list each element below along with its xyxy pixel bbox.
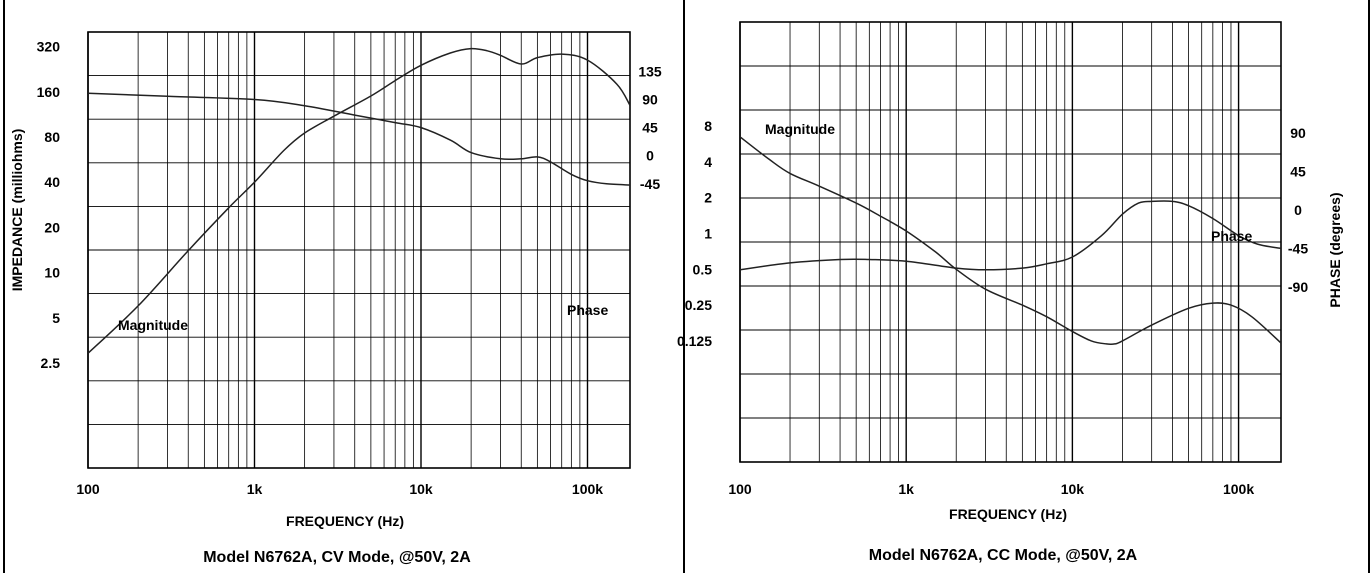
chart-caption: Model N6762A, CC Mode, @50V, 2A — [869, 547, 1138, 564]
y2-tick-label: 135 — [638, 63, 662, 79]
y-tick-label: 160 — [37, 84, 61, 100]
x-axis-label: FREQUENCY (Hz) — [949, 506, 1067, 522]
plot-frame — [739, 21, 1282, 463]
y-tick-label: 40 — [44, 174, 60, 190]
phase-series-line — [88, 92, 630, 186]
x-tick-label: 10k — [1061, 481, 1085, 497]
cv-mode-chart: Model N6762A, CV Mode, @50V, 2A FREQUENC… — [9, 31, 662, 566]
y-tick-label: 0.5 — [693, 261, 713, 277]
y2-tick-label: -90 — [1288, 279, 1308, 295]
chart-caption: Model N6762A, CV Mode, @50V, 2A — [203, 549, 471, 566]
y2-axis-label: PHASE (degrees) — [1327, 192, 1343, 307]
y-tick-label: 10 — [44, 265, 60, 281]
y-tick-label: 2 — [704, 190, 712, 206]
y-tick-label: 0.125 — [677, 333, 712, 349]
cc-mode-chart: Model N6762A, CC Mode, @50V, 2A FREQUENC… — [677, 21, 1343, 564]
x-tick-label: 1k — [247, 481, 263, 497]
y-tick-label: 80 — [44, 129, 60, 145]
x-tick-label: 100 — [76, 481, 100, 497]
phase-series-line — [740, 200, 1281, 271]
y2-tick-label: 45 — [642, 120, 658, 136]
y2-tick-label: -45 — [1288, 240, 1308, 256]
x-tick-label: 10k — [409, 481, 433, 497]
x-axis-label: FREQUENCY (Hz) — [286, 513, 404, 529]
y2-tick-label: 90 — [1290, 125, 1306, 141]
y-tick-label: 5 — [52, 310, 60, 326]
y2-tick-label: 0 — [1294, 202, 1302, 218]
y-tick-label: 1 — [704, 226, 712, 242]
y-tick-label: 20 — [44, 219, 60, 235]
magnitude-annotation: Magnitude — [118, 317, 188, 333]
y2-tick-label: 45 — [1290, 164, 1306, 180]
y-tick-label: 0.25 — [685, 297, 712, 313]
x-tick-label: 100k — [1223, 481, 1254, 497]
magnitude-annotation: Magnitude — [765, 121, 835, 137]
y2-tick-label: -45 — [640, 176, 660, 192]
x-tick-label: 1k — [898, 481, 914, 497]
plot-frame — [87, 31, 631, 469]
phase-annotation: Phase — [1211, 228, 1252, 244]
x-tick-label: 100k — [572, 481, 603, 497]
y-tick-label: 2.5 — [41, 355, 61, 371]
y-tick-label: 320 — [37, 39, 61, 55]
y-axis-label: IMPEDANCE (milliohms) — [9, 129, 25, 292]
phase-annotation: Phase — [567, 302, 608, 318]
magnitude-series-line — [88, 47, 630, 354]
y2-tick-label: 90 — [642, 91, 658, 107]
y2-tick-label: 0 — [646, 148, 654, 164]
y-tick-label: 4 — [704, 154, 712, 170]
x-tick-label: 100 — [728, 481, 752, 497]
y-tick-label: 8 — [704, 118, 712, 134]
magnitude-series-line — [740, 136, 1281, 346]
